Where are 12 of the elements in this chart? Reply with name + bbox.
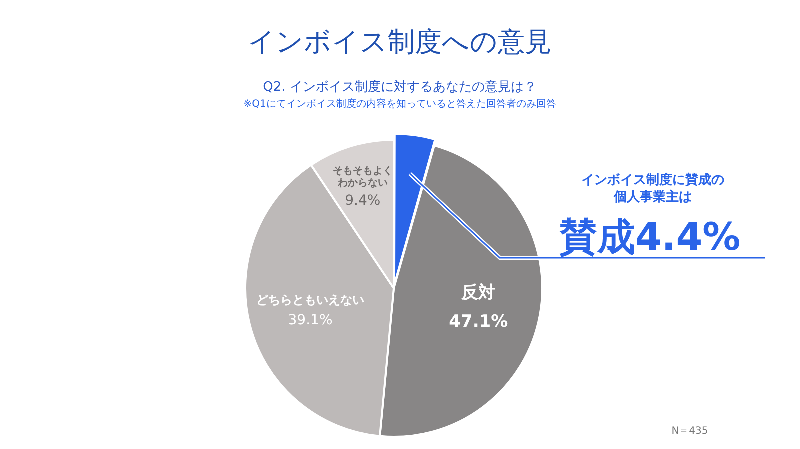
data-label: 9.4% xyxy=(345,192,381,209)
slice-label: 賛成4.4% xyxy=(558,215,741,259)
slice-label: 反対 xyxy=(460,282,496,303)
chart-title: インボイス制度への意見 xyxy=(247,26,553,60)
data-label: 47.1% xyxy=(449,312,508,332)
text: インボイス制度に賛成の個人事業主は xyxy=(582,173,724,205)
slice-label: どちらともいえない xyxy=(256,292,365,307)
text: N＝435 xyxy=(670,425,710,438)
slice-label: そもそもよくわからない xyxy=(332,166,393,189)
data-label: 39.1% xyxy=(288,312,333,328)
text: ※Q1にてインボイス制度の内容を知っていると答えた回答者のみ回答 xyxy=(242,98,558,111)
chart-subtitle: Q2. インボイス制度に対するあなたの意見は？ xyxy=(262,79,538,96)
